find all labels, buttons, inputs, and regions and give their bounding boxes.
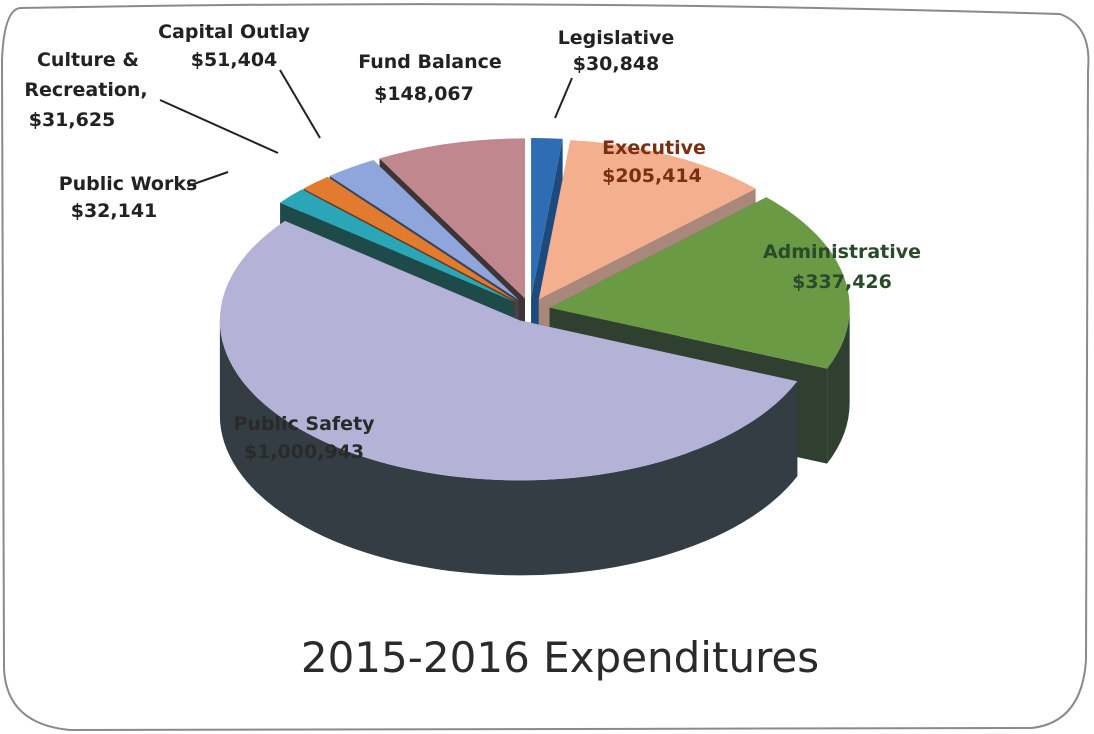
pie-slice-capital-outlay bbox=[329, 160, 519, 301]
label-category-administrative: Administrative bbox=[763, 241, 921, 263]
label-category-executive: Executive bbox=[602, 137, 706, 159]
label-category-legislative: Legislative bbox=[558, 27, 675, 49]
label-category-fund-balance: Fund Balance bbox=[358, 51, 502, 73]
chart-title: 2015-2016 Expenditures bbox=[301, 633, 819, 682]
label-value-executive: $205,414 bbox=[602, 165, 702, 187]
leader-line-legislative bbox=[554, 77, 573, 119]
pie-slice-executive bbox=[538, 140, 756, 300]
label-category-public-works: Public Works bbox=[59, 173, 198, 195]
label-value-capital-outlay: $51,404 bbox=[191, 49, 278, 71]
pie-slice-administrative bbox=[549, 197, 850, 369]
label-value-public-safety: $1,000,943 bbox=[244, 441, 364, 463]
pie-slice-fund-balance bbox=[379, 138, 525, 299]
pie-slice-public-safety bbox=[219, 220, 798, 481]
label-category-public-safety: Public Safety bbox=[233, 413, 375, 435]
pie-slice-side-public-safety bbox=[219, 320, 798, 576]
label-value-legislative: $30,848 bbox=[573, 53, 660, 75]
label-value-administrative: $337,426 bbox=[792, 271, 892, 293]
label-category-capital-outlay: Capital Outlay bbox=[158, 21, 310, 43]
leader-line-capital-outlay bbox=[279, 69, 321, 139]
label-value-culture-recreation: $31,625 bbox=[29, 109, 116, 131]
leader-lines bbox=[159, 69, 573, 187]
pie-slice-side-administrative bbox=[827, 307, 850, 464]
leader-line-culture-recreation bbox=[159, 99, 279, 154]
pie-slice-culture-recreation bbox=[303, 176, 517, 302]
pie-slice-legislative bbox=[531, 138, 563, 299]
leader-line-public-works bbox=[187, 171, 229, 187]
pie-slice-tops bbox=[219, 138, 850, 481]
label-category-culture-recreation-line1: Culture & bbox=[37, 49, 139, 71]
label-category-culture-recreation-line2: Recreation, bbox=[24, 79, 147, 101]
pie-slice-public-works bbox=[280, 189, 516, 303]
label-value-fund-balance: $148,067 bbox=[374, 83, 474, 105]
label-value-public-works: $32,141 bbox=[71, 200, 158, 222]
